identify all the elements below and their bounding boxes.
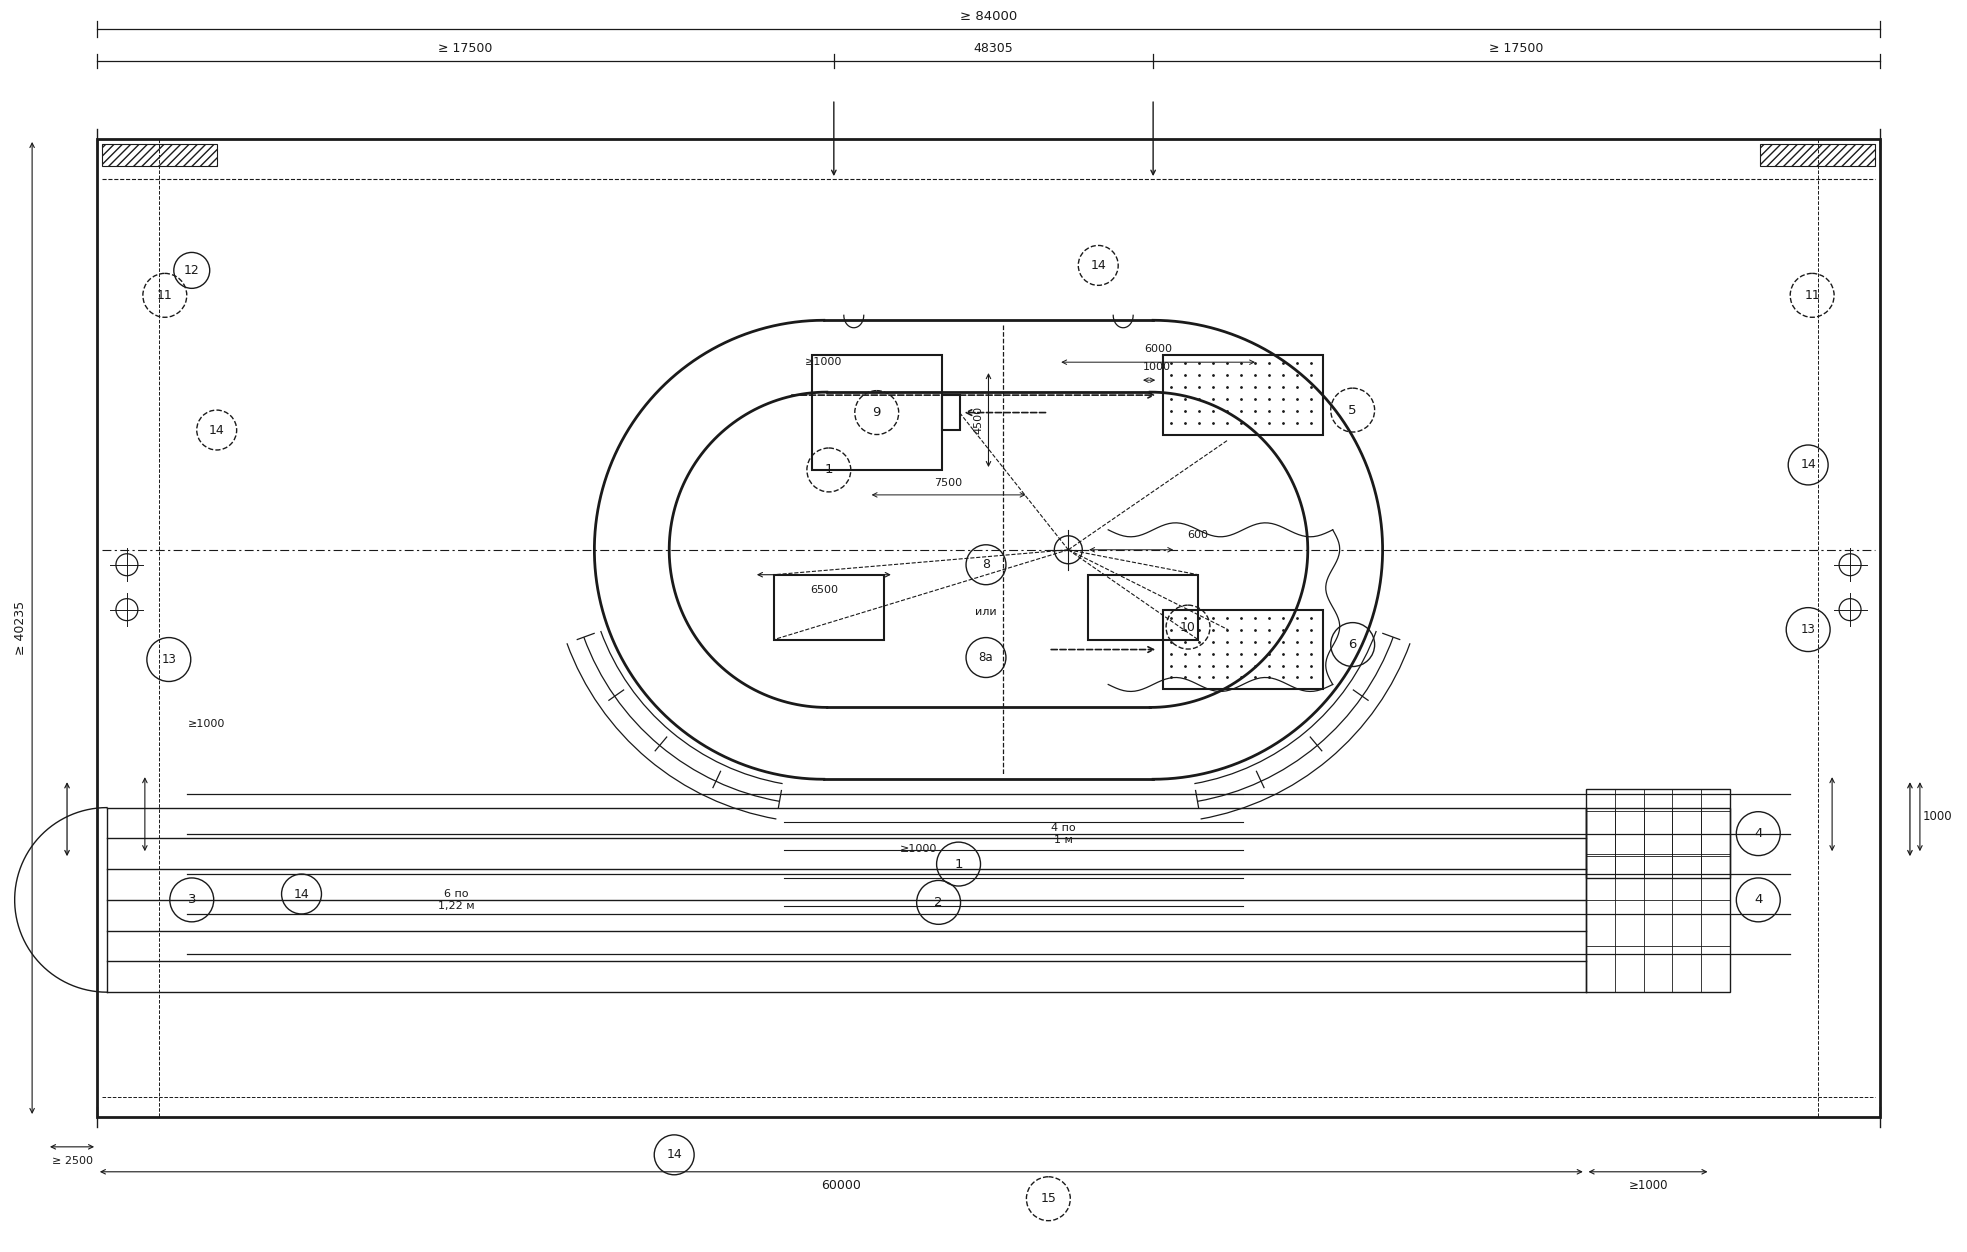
Text: 1000: 1000 [1143,362,1170,372]
Text: 1000: 1000 [1924,810,1953,823]
Text: 13: 13 [1800,623,1816,636]
Bar [96,139,1880,1117]
Text: 8а: 8а [980,651,993,664]
Text: 14: 14 [293,888,309,900]
Text: 7500: 7500 [934,478,962,488]
Text: 6000: 6000 [1145,344,1172,354]
Bar [1760,144,1875,167]
Text: 4500: 4500 [974,406,984,434]
Text: 14: 14 [1800,458,1816,472]
Text: ≥ 40235: ≥ 40235 [14,601,28,655]
Text: 4: 4 [1755,828,1762,840]
Text: 600: 600 [1188,530,1208,540]
Bar [1088,575,1198,640]
Bar [102,144,216,167]
Text: 13: 13 [161,654,177,666]
Text: 11: 11 [1804,289,1819,302]
Text: 14: 14 [667,1148,683,1162]
Text: 1: 1 [824,463,834,477]
Text: 6: 6 [1349,639,1357,651]
Text: ≥1000: ≥1000 [1629,1179,1668,1192]
Text: 11: 11 [157,289,173,302]
Text: ≥1000: ≥1000 [189,720,226,730]
Text: 4: 4 [1755,894,1762,906]
Text: 5: 5 [1349,403,1357,417]
Text: ≥1000: ≥1000 [805,357,842,367]
Text: или: или [976,607,997,617]
Bar [812,356,942,470]
Text: ≥ 17500: ≥ 17500 [1489,41,1544,55]
Bar [1162,356,1322,434]
Bar [1162,610,1322,690]
Text: 48305: 48305 [974,41,1013,55]
Text: ≥1000: ≥1000 [901,844,938,854]
Text: 12: 12 [183,264,199,277]
Text: 3: 3 [187,894,197,906]
Text: 14: 14 [209,423,224,437]
Text: ≥ 17500: ≥ 17500 [439,41,492,55]
Text: 8: 8 [982,558,989,571]
Text: 60000: 60000 [822,1179,862,1192]
Bar [1585,808,1731,992]
Text: ≥ 2500: ≥ 2500 [51,1156,92,1166]
Bar [1585,789,1731,878]
Text: 14: 14 [1090,259,1105,272]
Text: ≥ 84000: ≥ 84000 [960,10,1017,23]
Text: 6500: 6500 [810,585,838,595]
Bar [773,575,883,640]
Text: 1: 1 [954,858,962,870]
Text: 2: 2 [934,896,942,909]
Text: 9: 9 [873,406,881,419]
Text: 4 по
1 м: 4 по 1 м [1050,824,1076,845]
Text: 15: 15 [1041,1192,1056,1206]
Bar [942,396,960,429]
Text: 6 по
1,22 м: 6 по 1,22 м [439,889,474,910]
Text: 10: 10 [1180,621,1196,634]
